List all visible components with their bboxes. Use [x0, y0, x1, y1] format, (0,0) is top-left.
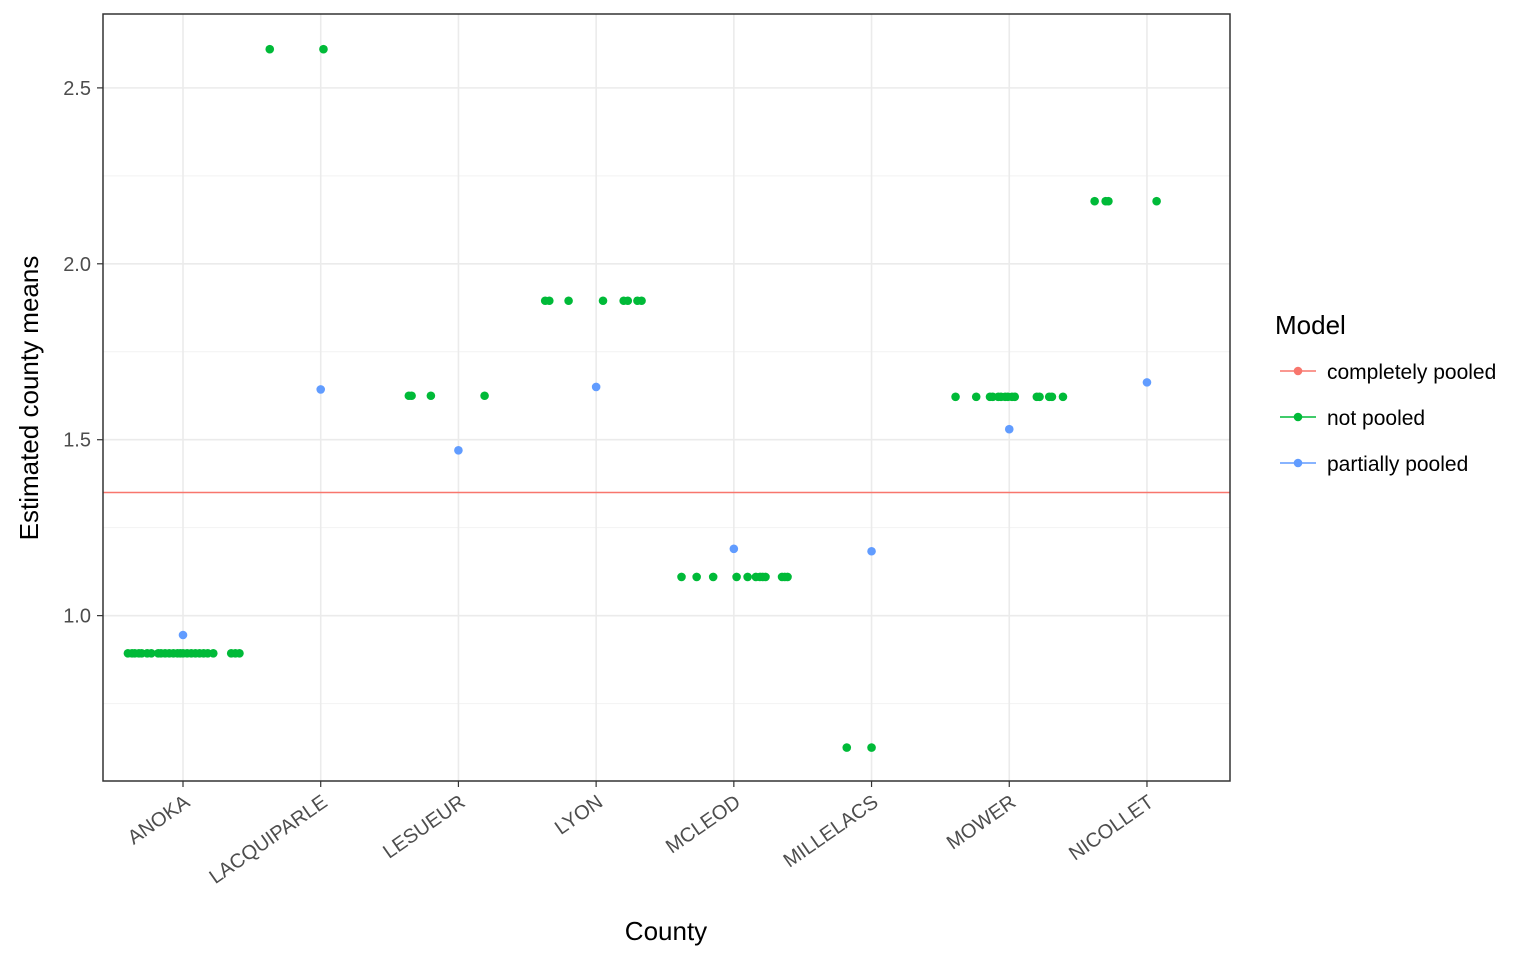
not-pooled-point	[971, 392, 981, 402]
partially-pooled-point	[1142, 378, 1152, 387]
not-pooled-point	[564, 296, 573, 306]
not-pooled-point	[708, 572, 718, 582]
not-pooled-point	[1035, 392, 1044, 402]
legend-key-point	[1293, 412, 1303, 422]
not-pooled-point	[623, 296, 633, 306]
not-pooled-point	[480, 391, 489, 401]
not-pooled-point	[677, 572, 686, 582]
plot-border	[102, 13, 1231, 782]
not-pooled-point	[783, 572, 792, 582]
not-pooled-point	[1047, 392, 1057, 402]
partially-pooled-point	[316, 385, 326, 394]
partially-pooled-point	[454, 445, 463, 455]
data-points	[123, 44, 1161, 752]
x-axis-title: County	[625, 916, 707, 946]
x-tick-label: MILLELACS	[780, 791, 883, 872]
grid-minor	[103, 175, 1230, 705]
not-pooled-point	[1152, 196, 1161, 206]
not-pooled-point	[1090, 196, 1099, 206]
not-pooled-point	[842, 743, 852, 752]
partially-pooled-point	[178, 630, 188, 640]
partially-pooled-point	[591, 382, 601, 392]
y-axis-title: Estimated county means	[14, 256, 44, 541]
legend-label: not pooled	[1327, 407, 1425, 430]
not-pooled-point	[637, 296, 646, 306]
x-axis: ANOKA LACQUIPARLE LESUEUR LYON MCLEOD MILLELA…	[124, 781, 1158, 889]
x-tick-label: LESUEUR	[379, 791, 469, 863]
not-pooled-point	[951, 392, 960, 402]
not-pooled-point	[761, 572, 770, 582]
x-tick-label: MCLEOD	[662, 791, 745, 858]
not-pooled-point	[147, 648, 156, 658]
legend-title: Model	[1275, 310, 1346, 340]
x-tick-label: LYON	[551, 791, 607, 839]
legend-label: completely pooled	[1327, 361, 1496, 384]
y-axis: 1.0 1.5 2.0 2.5	[63, 78, 103, 628]
x-tick-label: MOWER	[943, 791, 1020, 854]
not-pooled-point	[867, 743, 876, 752]
partially-pooled-point	[1004, 424, 1014, 434]
partially-pooled-point	[729, 544, 739, 554]
not-pooled-point	[407, 391, 416, 401]
x-tick-label: NICOLLET	[1065, 791, 1158, 865]
legend-key-point	[1293, 458, 1303, 468]
y-tick-label: 2.5	[63, 78, 91, 100]
legend: Model completely pooled not pooled partial…	[1275, 310, 1496, 476]
y-tick-label: 2.0	[63, 254, 91, 276]
not-pooled-point	[545, 296, 554, 306]
y-tick-label: 1.5	[63, 430, 91, 452]
not-pooled-point	[319, 44, 328, 54]
not-pooled-point	[743, 572, 752, 582]
not-pooled-point	[598, 296, 608, 306]
x-tick-label: LACQUIPARLE	[205, 791, 331, 889]
not-pooled-point	[235, 648, 244, 658]
not-pooled-point	[1104, 196, 1113, 206]
not-pooled-point	[1010, 392, 1020, 402]
x-tick-label: ANOKA	[124, 791, 195, 850]
not-pooled-point	[208, 648, 218, 658]
not-pooled-point	[732, 572, 741, 582]
not-pooled-point	[1058, 392, 1068, 402]
legend-label: partially pooled	[1327, 453, 1468, 476]
not-pooled-point	[426, 391, 436, 401]
partially-pooled-point	[867, 546, 876, 556]
not-pooled-point	[265, 44, 275, 54]
legend-key-point	[1293, 366, 1303, 376]
not-pooled-point	[692, 572, 701, 582]
y-tick-label: 1.0	[63, 606, 91, 628]
